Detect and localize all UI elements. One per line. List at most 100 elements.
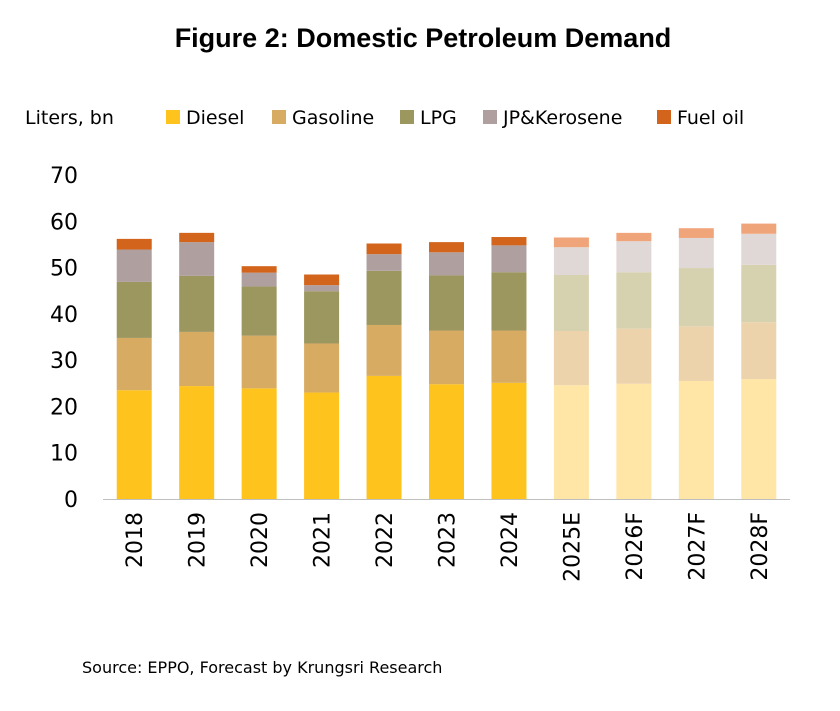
bar-diesel-2018 <box>116 390 152 499</box>
bar-gasoline-2018 <box>116 337 152 391</box>
bar-jp-kerosene-2027F <box>678 237 714 269</box>
bar-gasoline-2021 <box>304 343 340 393</box>
legend-swatch-gasoline <box>272 110 286 124</box>
bar-stack-2024 <box>491 237 527 499</box>
bar-gasoline-2022 <box>366 324 402 376</box>
y-tick-label: 0 <box>64 488 78 513</box>
bar-fuel-oil-2026F <box>616 232 652 242</box>
bar-jp-kerosene-2028F <box>741 233 777 265</box>
legend-swatch-jp-kerosene <box>483 110 497 124</box>
y-tick-label: 60 <box>50 210 78 235</box>
bar-diesel-2028F <box>741 379 777 499</box>
bar-lpg-2023 <box>429 275 464 331</box>
bar-lpg-2024 <box>491 272 527 331</box>
source-note: Source: EPPO, Forecast by Krungsri Resea… <box>82 658 442 677</box>
bar-stack-2027F <box>678 228 714 499</box>
x-tick-label: 2020 <box>248 512 273 568</box>
x-tick-label: 2019 <box>186 512 211 568</box>
legend-label: Diesel <box>186 107 244 129</box>
bar-stack-2020 <box>241 266 277 499</box>
x-tick-label: 2028F <box>748 512 773 581</box>
bar-diesel-2021 <box>304 392 340 499</box>
bar-jp-kerosene-2026F <box>616 241 652 273</box>
x-tick-label: 2021 <box>311 512 336 568</box>
bar-jp-kerosene-2025E <box>553 247 589 275</box>
x-tick-label: 2022 <box>373 512 398 568</box>
bar-gasoline-2026F <box>616 328 652 384</box>
bar-gasoline-2023 <box>429 330 464 385</box>
legend-label: JP&Kerosene <box>502 107 622 129</box>
bar-fuel-oil-2023 <box>429 242 464 253</box>
y-tick-label: 50 <box>50 257 78 282</box>
bar-lpg-2022 <box>366 270 402 325</box>
bar-jp-kerosene-2020 <box>241 272 277 287</box>
bar-stack-2025E <box>553 237 589 499</box>
y-tick-label: 70 <box>50 164 78 189</box>
bar-diesel-2025E <box>553 385 589 499</box>
bar-fuel-oil-2020 <box>241 266 277 273</box>
bar-stack-2026F <box>616 232 652 499</box>
x-axis-ticks: 2018 2019 2020 2021 2022 2023 2024 2025E 2026F 20… <box>123 512 773 582</box>
bar-jp-kerosene-2022 <box>366 254 402 271</box>
bar-stack-2023 <box>429 242 464 499</box>
x-tick-label: 2026F <box>623 512 648 581</box>
bar-diesel-2019 <box>179 386 215 499</box>
bar-lpg-2020 <box>241 286 277 336</box>
y-axis-ticks: 0 10 20 30 40 50 60 70 <box>50 164 78 513</box>
legend-swatch-lpg <box>400 110 414 124</box>
bar-lpg-2026F <box>616 272 652 329</box>
y-tick-label: 10 <box>50 442 78 467</box>
bar-lpg-2019 <box>179 275 215 332</box>
bar-fuel-oil-2021 <box>304 274 340 286</box>
bar-stack-2019 <box>179 232 215 499</box>
bar-gasoline-2025E <box>553 330 589 386</box>
bar-jp-kerosene-2019 <box>179 242 215 276</box>
bar-fuel-oil-2024 <box>491 237 527 246</box>
x-tick-label: 2027F <box>685 512 710 581</box>
legend-label: Gasoline <box>292 107 374 129</box>
y-tick-label: 20 <box>50 395 78 420</box>
y-tick-label: 40 <box>50 303 78 328</box>
x-tick-label: 2025E <box>560 512 585 582</box>
y-tick-label: 30 <box>50 349 78 374</box>
bar-jp-kerosene-2024 <box>491 245 527 273</box>
legend-label: LPG <box>420 107 457 129</box>
bar-stack-2021 <box>304 274 340 499</box>
bar-diesel-2020 <box>241 388 277 499</box>
bar-lpg-2028F <box>741 264 777 323</box>
bar-lpg-2018 <box>116 281 152 338</box>
x-tick-label: 2023 <box>436 512 461 568</box>
bar-fuel-oil-2028F <box>741 223 777 234</box>
bar-fuel-oil-2025E <box>553 237 589 248</box>
legend-swatch-fuel-oil <box>657 110 671 124</box>
bar-gasoline-2024 <box>491 330 527 383</box>
bar-gasoline-2027F <box>678 326 714 381</box>
bar-gasoline-2028F <box>741 322 777 380</box>
bars <box>116 223 777 499</box>
bar-gasoline-2020 <box>241 335 277 389</box>
bar-jp-kerosene-2018 <box>116 249 152 282</box>
bar-diesel-2023 <box>429 384 464 499</box>
bar-diesel-2027F <box>678 380 714 499</box>
bar-fuel-oil-2019 <box>179 232 215 243</box>
legend-swatch-diesel <box>166 110 180 124</box>
bar-jp-kerosene-2021 <box>304 285 340 292</box>
bar-gasoline-2019 <box>179 331 215 387</box>
legend: Diesel Gasoline LPG JP&Kerosene Fuel oil <box>166 107 744 129</box>
bar-jp-kerosene-2023 <box>429 252 464 276</box>
bar-fuel-oil-2022 <box>366 243 402 255</box>
bar-lpg-2021 <box>304 291 340 344</box>
bar-diesel-2024 <box>491 382 527 499</box>
bar-diesel-2022 <box>366 375 402 499</box>
bar-fuel-oil-2027F <box>678 228 714 238</box>
x-tick-label: 2018 <box>123 512 148 568</box>
bar-stack-2018 <box>116 238 152 499</box>
legend-label: Fuel oil <box>677 107 744 129</box>
y-axis-unit-label: Liters, bn <box>25 107 114 129</box>
chart-title: Figure 2: Domestic Petroleum Demand <box>175 23 672 53</box>
bar-diesel-2026F <box>616 383 652 499</box>
bar-fuel-oil-2018 <box>116 238 152 250</box>
x-tick-label: 2024 <box>498 512 523 568</box>
bar-stack-2022 <box>366 243 402 499</box>
